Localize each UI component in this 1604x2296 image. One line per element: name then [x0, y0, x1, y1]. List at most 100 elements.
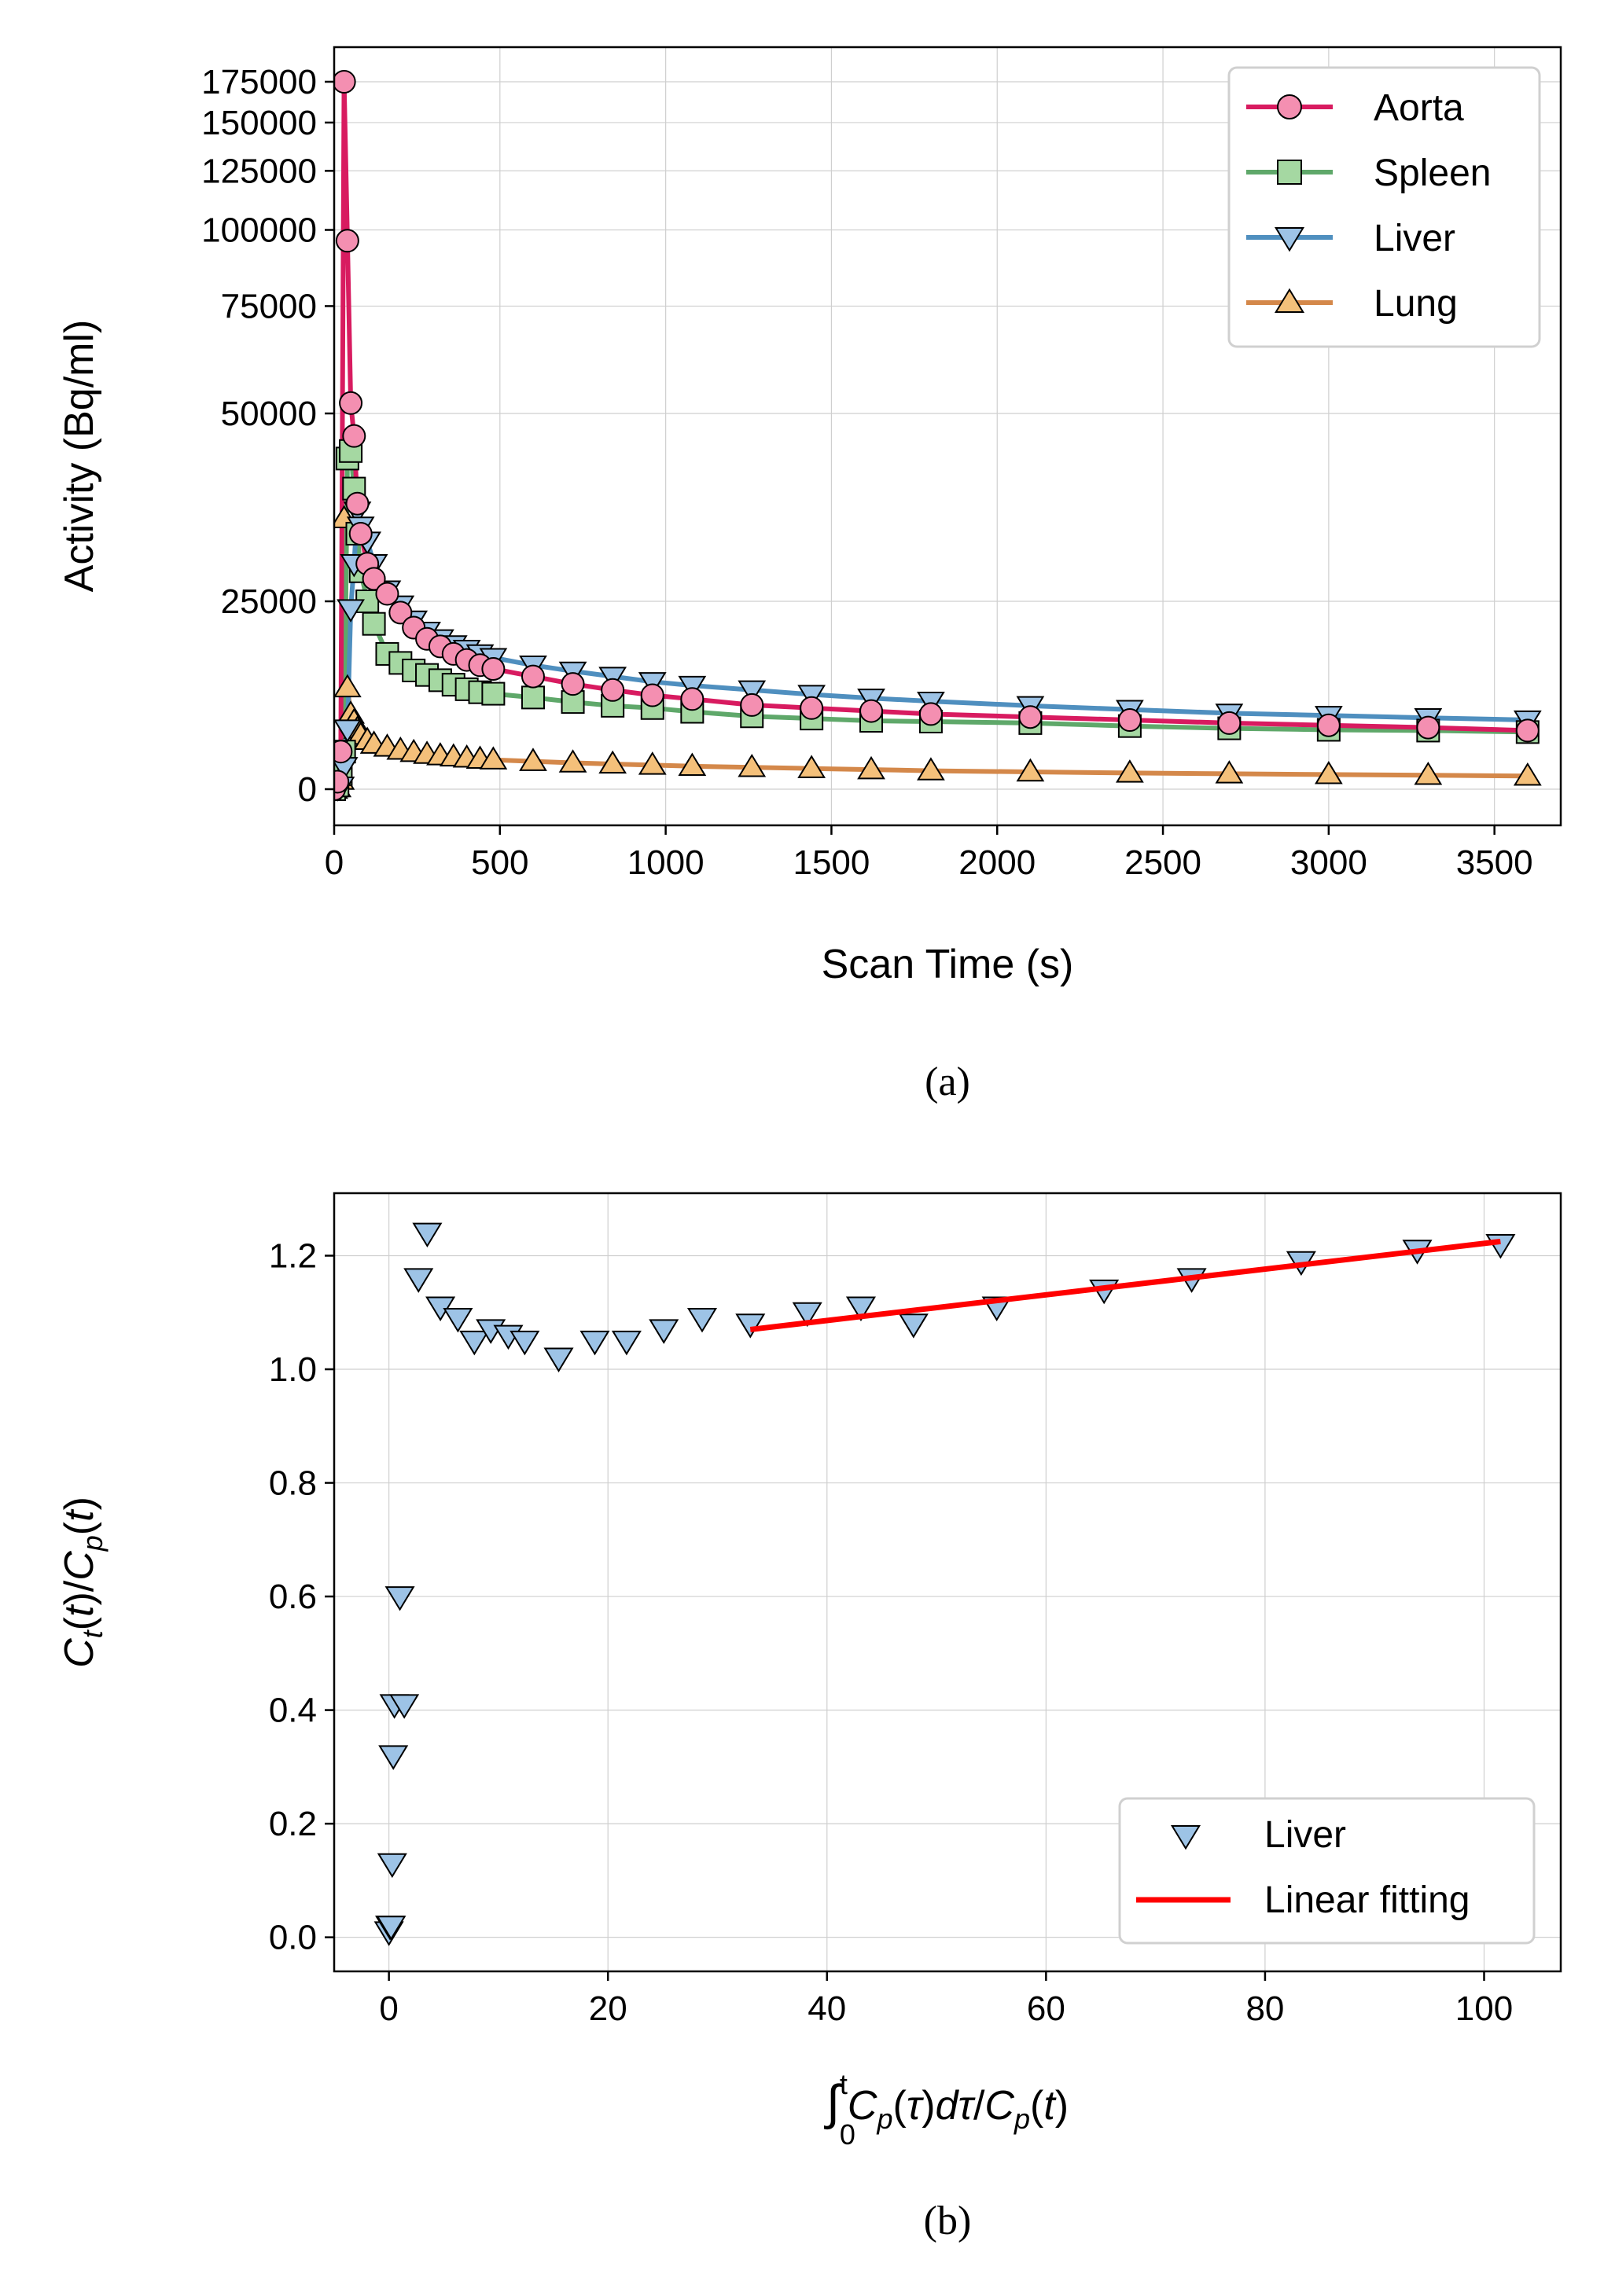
legend-b: Liver Linear fitting	[1118, 1797, 1536, 1945]
data-point-spleen	[521, 685, 545, 710]
legend-marker-lung	[1274, 288, 1305, 313]
data-point-aorta	[334, 770, 350, 794]
legend-box-b	[1118, 1797, 1536, 1945]
data-point-aorta	[800, 696, 824, 720]
plot-area-b	[373, 1222, 1516, 1946]
data-point-aorta	[345, 491, 370, 516]
y-tick-label-a: 25000	[221, 582, 317, 621]
data-point-liver-ratio	[384, 1586, 415, 1611]
x-axis-label-b: ∫0tCp(τ)dτ/Cp(t)	[824, 2068, 1069, 2151]
data-point-aorta	[481, 657, 506, 681]
data-point-spleen	[362, 612, 386, 636]
data-point-aorta	[342, 424, 366, 448]
y-tick-label-b: 0.8	[269, 1464, 317, 1503]
data-point-liver-ratio	[377, 1853, 407, 1879]
x-tick-label-b: 100	[1455, 1989, 1513, 2028]
y-tick-label-b: 0.6	[269, 1578, 317, 1616]
data-point-lung	[638, 751, 667, 775]
y-tick-label-a: 125000	[201, 152, 317, 190]
data-point-lung	[738, 753, 767, 777]
grid-b	[334, 1193, 1561, 1971]
x-tick-label-a: 2000	[958, 843, 1036, 882]
data-point-aorta	[362, 567, 386, 591]
data-point-aorta	[335, 229, 359, 253]
data-point-aorta	[1416, 715, 1440, 740]
x-tick-label-b: 40	[808, 1989, 846, 2028]
y-tick-label-b: 0.4	[269, 1692, 317, 1730]
x-tick-label-a: 1500	[793, 843, 870, 882]
data-point-liver-ratio	[898, 1313, 929, 1339]
data-point-lung	[797, 755, 826, 778]
data-point-liver-ratio	[686, 1307, 718, 1333]
x-tick-label-b: 80	[1245, 1989, 1284, 2028]
axes-frame-a	[333, 46, 1562, 827]
data-point-lung	[1414, 761, 1443, 785]
x-tick-label-b: 20	[589, 1989, 627, 2028]
data-point-liver-ratio	[735, 1313, 766, 1339]
caption-b: (b)	[924, 2199, 972, 2243]
data-point-liver-ratio	[792, 1302, 822, 1328]
legend-label-linear-fitting: Linear fitting	[1264, 1879, 1470, 1921]
y-axis-label-b: Ct(t)/Cp(t)	[57, 1497, 109, 1668]
data-point-aorta	[1515, 718, 1540, 743]
data-point-lung	[1513, 762, 1542, 786]
data-point-liver	[738, 680, 767, 704]
data-point-liver-ratio	[376, 1916, 407, 1941]
y-tick-label-a: 0	[298, 770, 317, 809]
y-tick-label-a: 175000	[201, 63, 317, 101]
data-point-aorta	[334, 740, 353, 764]
data-point-lung	[1215, 760, 1244, 784]
legend-label-aorta: Aorta	[1374, 87, 1464, 129]
y-tick-label-a: 50000	[221, 395, 317, 433]
x-axis-label-a: Scan Time (s)	[822, 942, 1074, 987]
data-point-aorta	[339, 391, 363, 415]
data-point-aorta	[680, 687, 705, 711]
data-point-lung	[558, 749, 587, 773]
legend-marker-aorta	[1277, 94, 1302, 119]
legend-label-spleen: Spleen	[1374, 152, 1491, 194]
data-point-liver-ratio	[443, 1307, 473, 1333]
data-point-lung	[1314, 761, 1343, 784]
data-point-aorta	[348, 521, 373, 546]
data-point-lung	[1016, 758, 1045, 782]
y-tick-label-b: 0.0	[269, 1919, 317, 1957]
chart-panel-a: 0 500 1000 1500 2000 2500 3000 3500 0 25000 50000 7…	[57, 46, 1562, 1104]
data-point-aorta	[521, 664, 545, 689]
x-tick-label-a: 3000	[1290, 843, 1367, 882]
data-point-liver	[337, 599, 365, 623]
ticks-b: 0 20 40 60 80 100 0.0 0.2 0.4 0.6 0.8 1.0 1.2	[269, 1236, 1513, 2028]
data-point-lung	[334, 674, 362, 698]
x-tick-label-a: 500	[471, 843, 528, 882]
data-point-liver-ratio	[611, 1330, 642, 1356]
data-point-aorta	[918, 702, 943, 726]
data-point-aorta	[1316, 713, 1341, 737]
legend-box-a	[1227, 66, 1541, 348]
data-point-liver	[638, 672, 667, 696]
data-point-liver-ratio	[845, 1296, 876, 1321]
y-tick-label-b: 1.0	[269, 1350, 317, 1389]
data-point-aorta	[740, 692, 764, 717]
legend-label-lung: Lung	[1374, 283, 1458, 325]
plot-area-a	[334, 70, 1542, 803]
y-tick-label-b: 0.2	[269, 1805, 317, 1843]
legend-marker-spleen	[1277, 160, 1302, 185]
data-point-liver-ratio	[403, 1268, 434, 1293]
x-tick-label-a: 0	[325, 843, 344, 882]
x-tick-label-b: 0	[379, 1989, 398, 2028]
data-point-liver-ratio	[378, 1745, 409, 1770]
linear-fit-line	[749, 1238, 1501, 1332]
data-point-liver-ratio	[412, 1222, 443, 1248]
legend-marker-liver	[1274, 227, 1305, 252]
data-point-lung	[479, 746, 508, 770]
y-tick-label-a: 75000	[221, 287, 317, 325]
data-point-lung	[678, 752, 707, 777]
data-point-lung	[519, 748, 547, 771]
data-point-liver-ratio	[459, 1330, 490, 1356]
axes-frame-b	[333, 1192, 1562, 1973]
y-tick-label-a: 150000	[201, 104, 317, 142]
data-point-lung	[857, 755, 885, 780]
caption-a: (a)	[925, 1060, 970, 1104]
data-point-liver	[797, 685, 826, 708]
legend-label-liver: Liver	[1374, 218, 1455, 259]
